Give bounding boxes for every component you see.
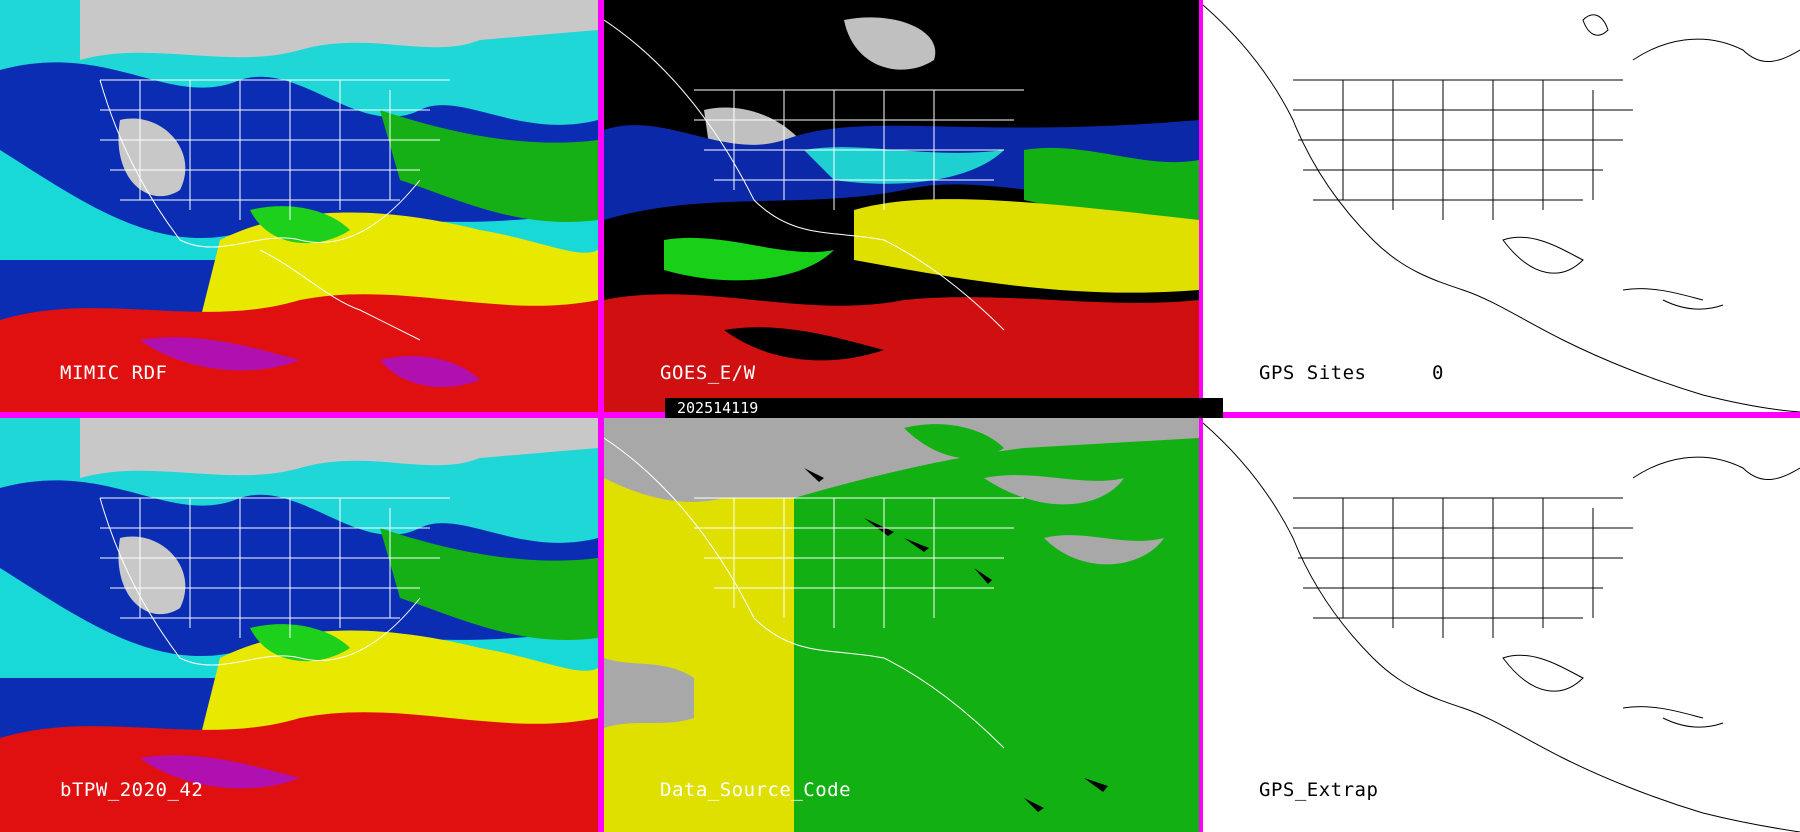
gps-sites-label: GPS Sites	[1259, 362, 1367, 384]
goes-label: GOES_E/W	[660, 362, 756, 384]
timestamp-bar: 202514119	[665, 398, 1223, 418]
mimic-map	[0, 0, 598, 412]
goes-map	[604, 0, 1199, 412]
btpw-panel	[0, 418, 598, 832]
gps-extrap-panel	[1203, 418, 1800, 832]
mimic-label: MIMIC RDF	[60, 362, 168, 384]
data-source-label: Data_Source_Code	[660, 779, 852, 801]
goes-panel	[604, 0, 1199, 412]
btpw-label: bTPW_2020_42	[60, 779, 204, 801]
gps-sites-map	[1203, 0, 1800, 412]
data-source-map	[604, 418, 1199, 832]
gps-extrap-map	[1203, 418, 1800, 832]
btpw-map	[0, 418, 598, 832]
data-source-panel	[604, 418, 1199, 832]
gps-extrap-label: GPS_Extrap	[1259, 779, 1379, 801]
gps-sites-count: 0	[1432, 362, 1444, 384]
mimic-panel	[0, 0, 598, 412]
gps-sites-panel	[1203, 0, 1800, 412]
